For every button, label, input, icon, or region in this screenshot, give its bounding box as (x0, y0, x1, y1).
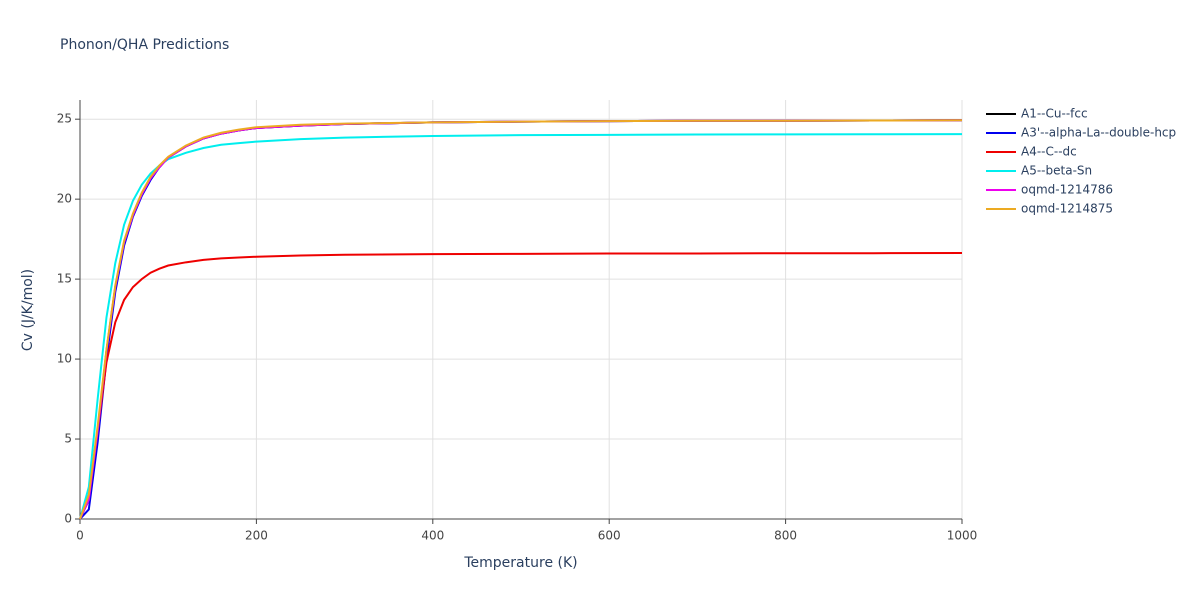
series-line (79, 119, 963, 520)
legend-label[interactable]: A3'--alpha-La--double-hcp (1021, 126, 1176, 140)
x-tick-label: 1000 (947, 529, 978, 543)
series-line (79, 119, 963, 520)
y-axis-title: Cv (J/K/mol) (20, 269, 36, 351)
x-tick-label: 600 (598, 529, 621, 543)
series-line (79, 133, 963, 520)
y-tick-label: 25 (57, 112, 72, 126)
y-tick-label: 10 (57, 352, 72, 366)
y-tick-label: 20 (57, 192, 72, 206)
legend-label[interactable]: A4--C--dc (1021, 145, 1077, 159)
legend-label[interactable]: oqmd-1214786 (1021, 183, 1113, 197)
x-axis-title: Temperature (K) (463, 555, 577, 571)
legend-label[interactable]: oqmd-1214875 (1021, 202, 1113, 216)
series-line (79, 119, 963, 520)
chart-title: Phonon/QHA Predictions (60, 37, 229, 53)
y-tick-label: 5 (64, 432, 72, 446)
legend-label[interactable]: A1--Cu--fcc (1021, 107, 1088, 121)
x-tick-label: 200 (245, 529, 268, 543)
x-tick-label: 0 (76, 529, 84, 543)
x-tick-label: 400 (421, 529, 444, 543)
legend-label[interactable]: A5--beta-Sn (1021, 164, 1092, 178)
y-tick-label: 15 (57, 272, 72, 286)
series-line (79, 119, 963, 520)
y-tick-label: 0 (64, 512, 72, 526)
x-tick-label: 800 (774, 529, 797, 543)
series-line (79, 252, 963, 520)
